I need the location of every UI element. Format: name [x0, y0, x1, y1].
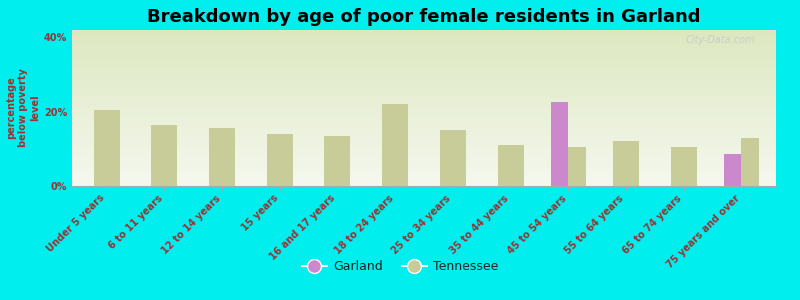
Legend: Garland, Tennessee: Garland, Tennessee	[297, 256, 503, 278]
Y-axis label: percentage
below poverty
level: percentage below poverty level	[6, 69, 40, 147]
Text: City-Data.com: City-Data.com	[686, 35, 755, 45]
Bar	[266, 134, 293, 186]
Bar	[94, 110, 120, 186]
Bar	[498, 145, 523, 186]
Bar	[551, 102, 568, 186]
Bar	[742, 138, 758, 186]
Bar	[382, 104, 408, 186]
Bar	[440, 130, 466, 186]
Bar	[670, 147, 697, 186]
Title: Breakdown by age of poor female residents in Garland: Breakdown by age of poor female resident…	[147, 8, 701, 26]
Bar	[568, 147, 586, 186]
Bar	[724, 154, 742, 186]
Bar	[613, 141, 639, 186]
Bar	[209, 128, 235, 186]
Bar	[151, 125, 178, 186]
Bar	[325, 136, 350, 186]
